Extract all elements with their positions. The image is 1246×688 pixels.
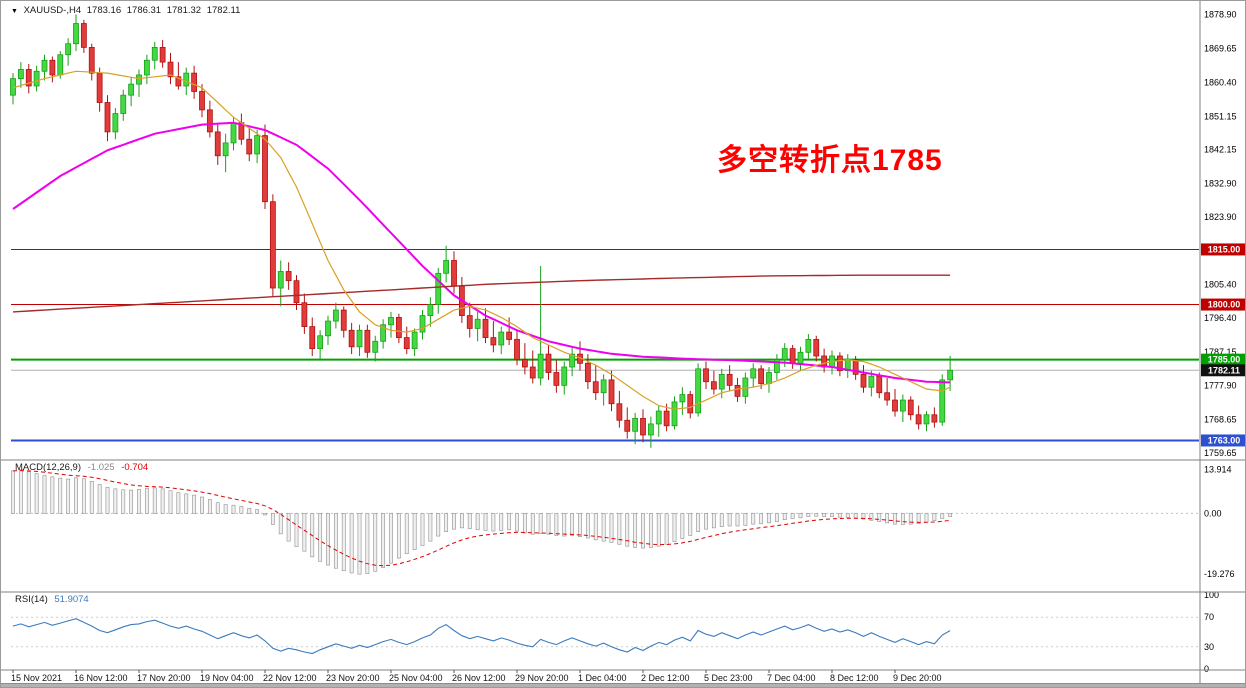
svg-text:25 Nov 04:00: 25 Nov 04:00	[389, 673, 443, 683]
time-axis: 15 Nov 2021 16 Nov 12:00 17 Nov 20:00 19 No…	[11, 670, 942, 683]
svg-text:100: 100	[1204, 590, 1219, 600]
svg-text:7 Dec 04:00: 7 Dec 04:00	[767, 673, 816, 683]
collapse-arrow-icon[interactable]: ▼	[11, 8, 18, 15]
svg-text:8 Dec 12:00: 8 Dec 12:00	[830, 673, 879, 683]
svg-text:1832.90: 1832.90	[1204, 179, 1237, 189]
svg-text:1 Dec 04:00: 1 Dec 04:00	[578, 673, 627, 683]
macd-label: MACD(12,26,9) -1.025 -0.704	[15, 462, 148, 473]
ohlc-high: 1786.31	[126, 5, 162, 16]
macd-axis: 13.914 0.00 -19.276	[1204, 465, 1235, 580]
svg-text:1777.90: 1777.90	[1204, 381, 1237, 391]
svg-text:2 Dec 12:00: 2 Dec 12:00	[641, 673, 690, 683]
macd-signal-value: -0.704	[121, 462, 149, 473]
svg-text:1851.15: 1851.15	[1204, 112, 1237, 122]
svg-text:70: 70	[1204, 612, 1214, 622]
svg-text:1842.15: 1842.15	[1204, 145, 1237, 155]
svg-text:1768.65: 1768.65	[1204, 415, 1237, 425]
ma-slow-magenta	[12, 121, 951, 384]
svg-text:1878.90: 1878.90	[1204, 10, 1237, 20]
svg-text:0.00: 0.00	[1204, 508, 1222, 518]
svg-text:1796.40: 1796.40	[1204, 313, 1237, 323]
svg-text:26 Nov 12:00: 26 Nov 12:00	[452, 673, 506, 683]
svg-text:29 Nov 20:00: 29 Nov 20:00	[515, 673, 569, 683]
svg-text:1787.15: 1787.15	[1204, 347, 1237, 357]
svg-text:1785.00: 1785.00	[1208, 355, 1241, 365]
ma-fast-gold	[12, 70, 951, 410]
svg-text:0: 0	[1204, 664, 1209, 674]
svg-text:16 Nov 12:00: 16 Nov 12:00	[74, 673, 128, 683]
svg-text:22 Nov 12:00: 22 Nov 12:00	[263, 673, 317, 683]
svg-text:17 Nov 20:00: 17 Nov 20:00	[137, 673, 191, 683]
svg-text:1782.11: 1782.11	[1208, 365, 1240, 375]
chart-title: ▼ XAUUSD-,H4 1783.16 1786.31 1781.32 178…	[11, 5, 243, 16]
svg-text:1805.40: 1805.40	[1204, 280, 1237, 290]
svg-text:15 Nov 2021: 15 Nov 2021	[11, 673, 62, 683]
rsi-line	[11, 616, 1199, 655]
macd-histogram	[11, 469, 1199, 575]
macd-main-value: -1.025	[87, 462, 115, 473]
svg-text:1869.65: 1869.65	[1204, 44, 1237, 54]
rsi-value: 51.9074	[54, 594, 89, 605]
svg-text:1759.65: 1759.65	[1204, 448, 1237, 458]
price-axis: 1878.90 1869.65 1860.40 1851.15 1842.15 1832.…	[1204, 10, 1237, 458]
ohlc-close: 1782.11	[206, 5, 241, 16]
svg-text:19 Nov 04:00: 19 Nov 04:00	[200, 673, 254, 683]
svg-text:1815.00: 1815.00	[1208, 244, 1241, 254]
macd-signal-line	[12, 470, 951, 567]
svg-text:1800.00: 1800.00	[1208, 300, 1241, 310]
rsi-label: RSI(14) 51.9074	[15, 594, 89, 605]
annotation-text: 多空转折点1785	[717, 144, 943, 177]
ohlc-low: 1781.32	[166, 5, 202, 16]
rsi-indicator-name: RSI(14)	[15, 594, 48, 605]
ohlc-open: 1783.16	[86, 5, 122, 16]
svg-text:5 Dec 23:00: 5 Dec 23:00	[704, 673, 753, 683]
svg-text:1860.40: 1860.40	[1204, 78, 1237, 88]
ma-lines	[12, 70, 951, 410]
hlines	[11, 248, 1199, 442]
candles	[10, 14, 954, 448]
horizontal-scrollbar[interactable]	[1, 683, 1245, 687]
svg-text:23 Nov 20:00: 23 Nov 20:00	[326, 673, 380, 683]
svg-text:1763.00: 1763.00	[1208, 435, 1241, 445]
svg-text:9 Dec 20:00: 9 Dec 20:00	[893, 673, 942, 683]
symbol-period: XAUUSD-,H4	[23, 5, 82, 16]
svg-text:30: 30	[1204, 642, 1214, 652]
ma-mid-darkred	[12, 274, 951, 313]
svg-text:-19.276: -19.276	[1204, 569, 1235, 579]
svg-text:1823.90: 1823.90	[1204, 212, 1237, 222]
svg-text:13.914: 13.914	[1204, 465, 1232, 475]
macd-indicator-name: MACD(12,26,9)	[15, 462, 81, 473]
rsi-axis: 100 70 30 0	[1204, 590, 1219, 674]
